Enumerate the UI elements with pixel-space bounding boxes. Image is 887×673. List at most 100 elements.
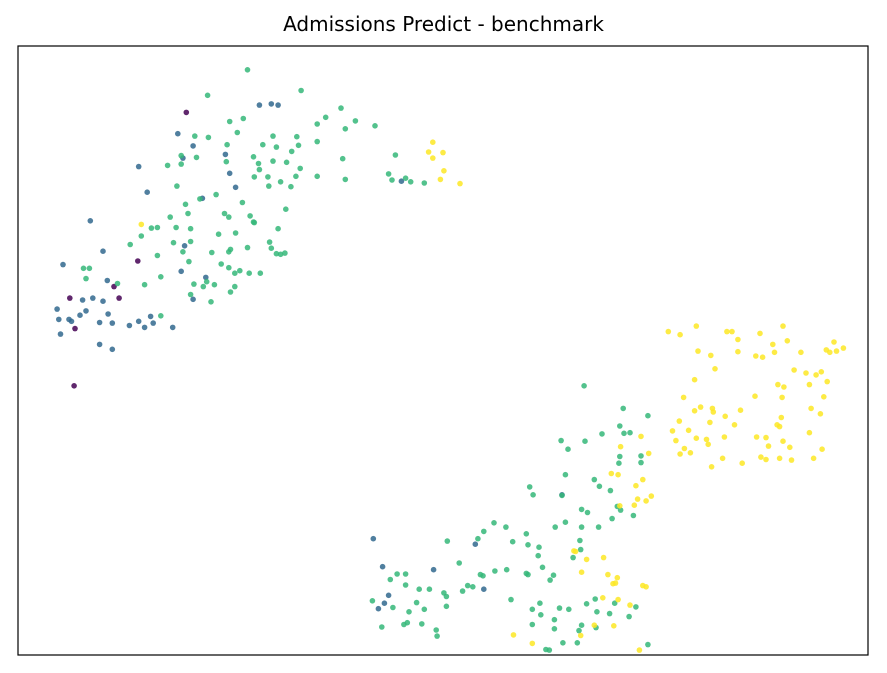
scatter-point xyxy=(246,270,252,277)
scatter-point xyxy=(174,183,180,189)
scatter-point xyxy=(503,566,510,573)
scatter-point xyxy=(808,405,814,412)
scatter-point xyxy=(735,336,741,343)
scatter-point xyxy=(576,627,582,634)
scatter-point xyxy=(510,632,517,638)
scatter-point xyxy=(226,249,232,255)
scatter-point xyxy=(526,484,533,490)
scatter-point xyxy=(187,225,194,232)
scatter-point xyxy=(456,560,463,566)
scatter-point xyxy=(577,546,584,553)
scatter-point xyxy=(529,640,536,647)
scatter-point xyxy=(806,381,813,388)
scatter-point xyxy=(175,130,181,137)
scatter-point xyxy=(665,328,672,335)
data-points xyxy=(54,67,847,653)
scatter-point xyxy=(66,316,72,323)
scatter-point xyxy=(633,604,639,610)
scatter-point xyxy=(543,646,549,653)
scatter-point xyxy=(430,155,436,161)
scatter-point xyxy=(645,412,651,419)
scatter-point xyxy=(824,378,830,385)
scatter-point xyxy=(827,349,833,356)
scatter-point xyxy=(60,261,66,268)
scatter-point xyxy=(708,464,715,470)
scatter-point xyxy=(413,599,420,606)
scatter-point xyxy=(209,249,215,256)
scatter-point xyxy=(470,584,476,590)
scatter-point xyxy=(293,173,299,180)
scatter-point xyxy=(342,176,349,183)
scatter-point xyxy=(763,434,769,441)
scatter-point xyxy=(636,647,643,653)
scatter-point xyxy=(457,180,463,187)
scatter-point xyxy=(430,566,437,573)
scatter-point xyxy=(583,601,590,607)
scatter-point xyxy=(472,541,479,547)
scatter-point xyxy=(270,158,276,164)
scatter-point xyxy=(803,370,809,376)
scatter-point xyxy=(645,641,651,648)
scatter-point xyxy=(583,556,590,563)
scatter-point xyxy=(226,264,232,271)
scatter-point xyxy=(595,524,602,530)
scatter-point xyxy=(833,348,840,354)
scatter-point xyxy=(67,295,73,301)
scatter-point xyxy=(100,248,106,254)
scatter-point xyxy=(491,520,497,526)
scatter-point xyxy=(620,405,626,412)
scatter-point xyxy=(297,165,304,172)
scatter-point xyxy=(550,572,557,578)
scatter-point xyxy=(283,206,289,212)
scatter-point xyxy=(322,114,329,121)
scatter-point xyxy=(227,289,234,295)
scatter-point xyxy=(116,295,122,301)
scatter-point xyxy=(437,176,444,183)
scatter-point xyxy=(164,162,171,169)
scatter-point xyxy=(523,531,530,537)
scatter-point xyxy=(681,445,688,452)
scatter-point xyxy=(765,443,772,449)
scatter-point xyxy=(780,323,786,329)
scatter-point xyxy=(612,580,619,586)
scatter-point xyxy=(223,158,230,165)
scatter-point xyxy=(240,115,247,122)
scatter-point xyxy=(617,453,623,460)
scatter-point xyxy=(444,538,451,544)
scatter-point xyxy=(158,313,164,319)
scatter-point xyxy=(273,250,280,257)
scatter-point xyxy=(788,457,795,463)
scatter-point xyxy=(640,476,646,483)
scatter-point xyxy=(135,318,142,325)
scatter-point xyxy=(251,174,258,180)
scatter-point xyxy=(250,154,257,160)
scatter-point xyxy=(372,123,378,129)
scatter-point xyxy=(638,459,644,466)
scatter-point xyxy=(721,434,728,440)
scatter-point xyxy=(778,414,785,421)
scatter-point xyxy=(226,118,233,125)
scatter-point xyxy=(83,308,89,314)
scatter-point xyxy=(407,179,414,185)
scatter-point xyxy=(611,600,618,606)
scatter-point xyxy=(691,376,698,383)
scatter-point xyxy=(634,496,641,502)
scatter-point xyxy=(693,435,700,442)
scatter-point xyxy=(352,118,359,124)
scatter-point xyxy=(798,349,804,356)
scatter-point xyxy=(677,331,683,338)
scatter-point xyxy=(562,471,569,478)
scatter-point xyxy=(771,349,778,356)
scatter-point xyxy=(234,129,241,136)
scatter-point xyxy=(578,524,585,530)
scatter-point xyxy=(481,586,487,592)
scatter-point xyxy=(539,564,546,571)
scatter-point xyxy=(141,324,148,331)
scatter-point xyxy=(676,418,683,424)
scatter-point xyxy=(615,596,621,603)
scatter-point xyxy=(288,183,294,190)
scatter-point xyxy=(197,196,203,202)
scatter-point xyxy=(775,381,781,388)
scatter-point xyxy=(379,563,386,570)
